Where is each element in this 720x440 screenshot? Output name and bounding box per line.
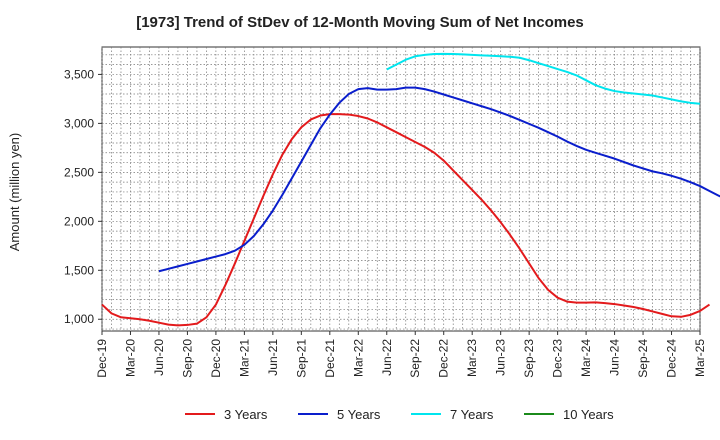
legend-label-10-years: 10 Years xyxy=(563,407,614,422)
x-tick-label: Dec-22 xyxy=(437,339,451,378)
legend-label-3-years: 3 Years xyxy=(224,407,268,422)
x-tick-label: Mar-21 xyxy=(237,339,251,377)
y-axis-label: Amount (million yen) xyxy=(7,133,22,252)
series-layer xyxy=(101,52,720,327)
legend-label-7-years: 7 Years xyxy=(450,407,494,422)
x-tick-label: Mar-22 xyxy=(351,339,365,377)
x-tick-label: Jun-20 xyxy=(152,339,166,376)
x-tick-label: Jun-24 xyxy=(608,339,622,376)
x-tick-label: Jun-21 xyxy=(266,339,280,376)
x-tick-label: Sep-21 xyxy=(294,339,308,378)
y-tick-label: 2,000 xyxy=(64,214,94,228)
x-tick-label: Dec-19 xyxy=(95,339,109,378)
series-line-7-years xyxy=(386,52,701,105)
series-line-3-years xyxy=(101,113,711,327)
x-tick-label: Dec-24 xyxy=(665,339,679,378)
grid-layer xyxy=(101,46,701,332)
x-tick-label: Dec-21 xyxy=(323,339,337,378)
x-tick-label: Mar-24 xyxy=(579,339,593,377)
y-tick-label: 3,000 xyxy=(64,116,94,130)
x-tick-label: Jun-22 xyxy=(380,339,394,376)
y-tick-label: 2,500 xyxy=(64,165,94,179)
x-tick-label: Sep-22 xyxy=(408,339,422,378)
y-tick-label: 3,500 xyxy=(64,67,94,81)
x-tick-label: Sep-20 xyxy=(180,339,194,378)
x-tick-label: Jun-23 xyxy=(494,339,508,376)
x-tick-label: Mar-23 xyxy=(465,339,479,377)
series-line-5-years xyxy=(158,86,720,273)
y-tick-label: 1,000 xyxy=(64,312,94,326)
y-tick-label: 1,500 xyxy=(64,263,94,277)
legend-layer: 3 Years 5 Years 7 Years 10 Years xyxy=(185,407,614,422)
x-tick-label: Mar-20 xyxy=(123,339,137,377)
legend-label-5-years: 5 Years xyxy=(337,407,381,422)
x-tick-label: Dec-20 xyxy=(209,339,223,378)
x-tick-label: Sep-24 xyxy=(636,339,650,378)
chart-title: [1973] Trend of StDev of 12-Month Moving… xyxy=(136,14,584,31)
x-tick-label: Sep-23 xyxy=(522,339,536,378)
axis-layer: 1,000 1,500 2,000 2,500 3,000 3,500 Dec-19 Mar-… xyxy=(64,67,707,377)
x-tick-label: Mar-25 xyxy=(693,339,707,377)
x-tick-label: Dec-23 xyxy=(551,339,565,378)
